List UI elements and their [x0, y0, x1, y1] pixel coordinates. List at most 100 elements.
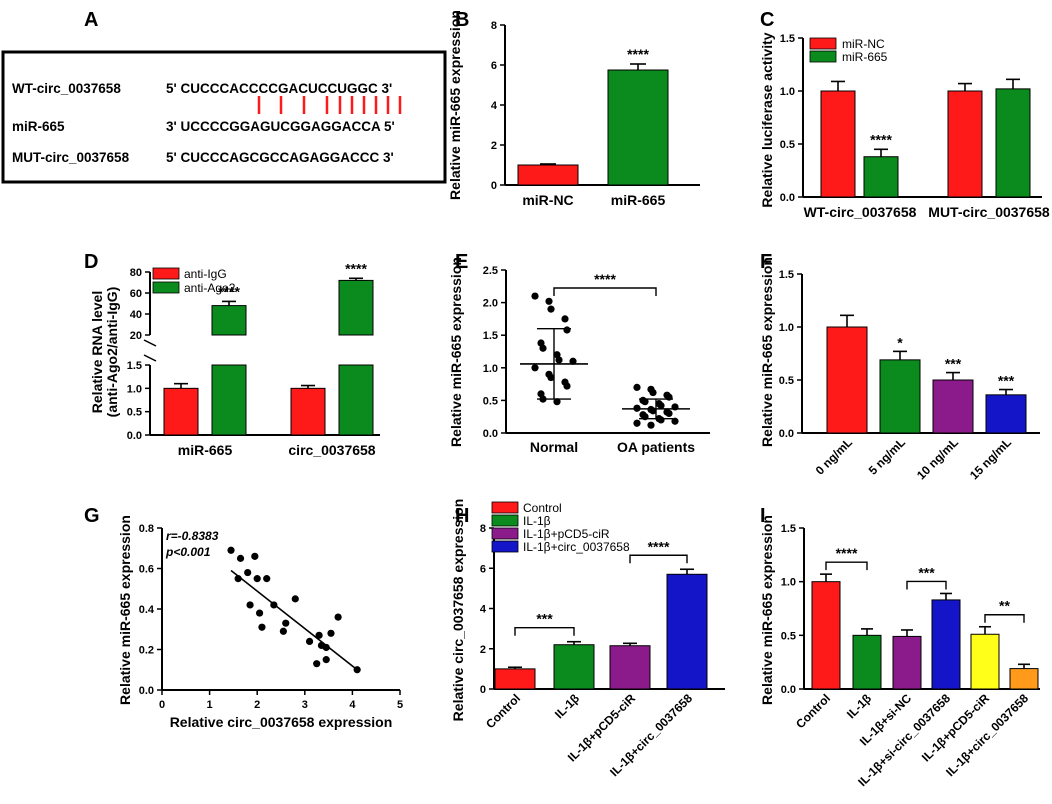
legend-label: miR-665 — [842, 50, 888, 64]
mut-label: MUT-circ_0037658 — [12, 150, 130, 165]
bar — [995, 88, 1031, 198]
y-tick-label: 1.5 — [781, 523, 796, 535]
significance-star: **** — [345, 260, 367, 276]
y-tick-label: 1.5 — [780, 33, 795, 45]
y-tick-label: 80 — [130, 267, 142, 279]
y-tick-label: 0.5 — [779, 375, 794, 387]
y-tick-label: 0.2 — [139, 645, 154, 657]
data-point — [327, 629, 335, 637]
data-point — [251, 552, 259, 560]
y-axis-title: Relative miR-665 expression — [759, 515, 775, 705]
significance-star: **** — [627, 46, 649, 62]
bar — [947, 90, 983, 198]
wt-label: WT-circ_0037658 — [12, 81, 121, 96]
bar — [932, 379, 974, 434]
panel-c: C — [760, 9, 774, 31]
y-tick-label: 2 — [491, 140, 497, 152]
wt-sequence: 5' CUCCCACCCCGACUCCUGGC 3' — [166, 81, 392, 96]
y-tick-label: 8 — [480, 523, 486, 535]
x-tick-label: 2 — [254, 699, 260, 711]
data-point — [322, 656, 330, 664]
panel-e: E — [455, 251, 468, 273]
chart-i: 0.0 0.5 1.0 1.5 Relative miR-665 expression C… — [759, 515, 1040, 789]
legend-label: anti-Ago2 — [184, 281, 236, 295]
y-tick-label: 0.5 — [781, 630, 796, 642]
panel-f-letter: F — [760, 251, 772, 273]
legend-swatch — [491, 540, 519, 553]
data-point — [553, 398, 561, 406]
y-tick-label: 6 — [491, 60, 497, 72]
data-point — [227, 546, 235, 554]
y-tick-label: 0.5 — [127, 407, 142, 419]
x-tick-label: 1 — [207, 699, 213, 711]
bar — [607, 69, 669, 186]
y-tick-label: 2.5 — [483, 265, 498, 277]
x-category-label: miR-NC — [522, 192, 573, 208]
bar — [863, 156, 899, 198]
x-category-label: 15 ng/mL — [967, 435, 1014, 482]
x-category-label: MUT-circ_0037658 — [928, 204, 1050, 220]
y-axis-title: Relative luciferase activity — [759, 32, 775, 207]
x-category-label: 5 ng/mL — [866, 435, 908, 477]
y-axis-title: Relative circ_0037658 expression — [450, 499, 466, 722]
y-tick-label: 4 — [480, 604, 487, 616]
x-category-label: IL-1β — [844, 691, 874, 721]
data-point — [547, 305, 555, 313]
bar — [892, 635, 922, 690]
legend-swatch — [152, 281, 180, 294]
y-tick-label: 1.0 — [779, 322, 794, 334]
x-category-label: miR-665 — [611, 192, 666, 208]
y-tick-label: 0.5 — [780, 139, 795, 151]
legend-swatch — [491, 501, 519, 514]
y-tick-label: 60 — [130, 288, 142, 300]
bar — [852, 634, 882, 690]
bar — [517, 164, 579, 186]
legend-label: anti-IgG — [184, 267, 227, 281]
legend-label: Control — [523, 501, 562, 515]
data-point — [313, 660, 321, 668]
y-tick-label: 0 — [491, 180, 497, 192]
y-tick-label: 0.4 — [139, 604, 155, 616]
panel-i: I — [760, 505, 766, 527]
bar — [879, 359, 921, 434]
legend-label: IL-1β+pCD5-ciR — [523, 527, 610, 541]
sequence-box — [1, 50, 447, 184]
x-category-label: 0 ng/mL — [813, 435, 855, 477]
y-tick-label: 1.5 — [127, 360, 142, 372]
data-point — [649, 388, 657, 397]
data-point — [258, 623, 266, 631]
bar — [666, 573, 708, 690]
y-axis-title: Relative RNA level — [89, 291, 105, 413]
bar-lower-segment — [211, 364, 247, 436]
data-point — [563, 382, 571, 390]
bar — [985, 394, 1027, 434]
y-tick-label: 0.8 — [139, 523, 154, 535]
y-tick-label: 1.5 — [779, 269, 794, 281]
significance-bracket — [906, 580, 947, 590]
chart-e: 0.0 0.5 1.0 1.5 2.0 2.5 Relative miR-665 expre… — [448, 257, 710, 455]
bar — [553, 644, 595, 690]
panel-a: A WT-circ_0037658 5' CUCCCACCCCGACUCCUGG… — [1, 9, 447, 184]
data-point — [322, 643, 330, 652]
y-tick-label: 1.0 — [781, 577, 796, 589]
significance-bracket — [984, 614, 1025, 623]
panel-c-letter: C — [760, 9, 774, 31]
y-axis-title: Relative miR-665 expression — [447, 10, 463, 200]
panel-a-letter: A — [84, 9, 98, 31]
y-axis-title: Relative miR-665 expression — [759, 257, 775, 447]
y-tick-label: 0.0 — [781, 684, 796, 696]
x-category-label: IL-1β+pCD5-ciR — [919, 691, 993, 765]
data-point — [647, 421, 655, 429]
data-point — [665, 409, 673, 418]
y-tick-label: 1.5 — [483, 330, 498, 342]
mir-sequence: 3' UCCCCGGAGUCGGAGGACCA 5' — [166, 119, 395, 134]
x-category-label: circ_0037658 — [288, 442, 375, 458]
y-tick-label: 1.0 — [483, 363, 498, 375]
data-point — [563, 326, 571, 334]
panel-b: B — [455, 9, 469, 31]
x-category-label: Normal — [530, 439, 578, 455]
y-tick-label: 2.0 — [483, 298, 498, 310]
bar — [931, 599, 961, 690]
chart-g: 0.0 0.2 0.4 0.6 0.8 0 1 2 3 4 5 Relative circ_00376… — [117, 515, 403, 730]
